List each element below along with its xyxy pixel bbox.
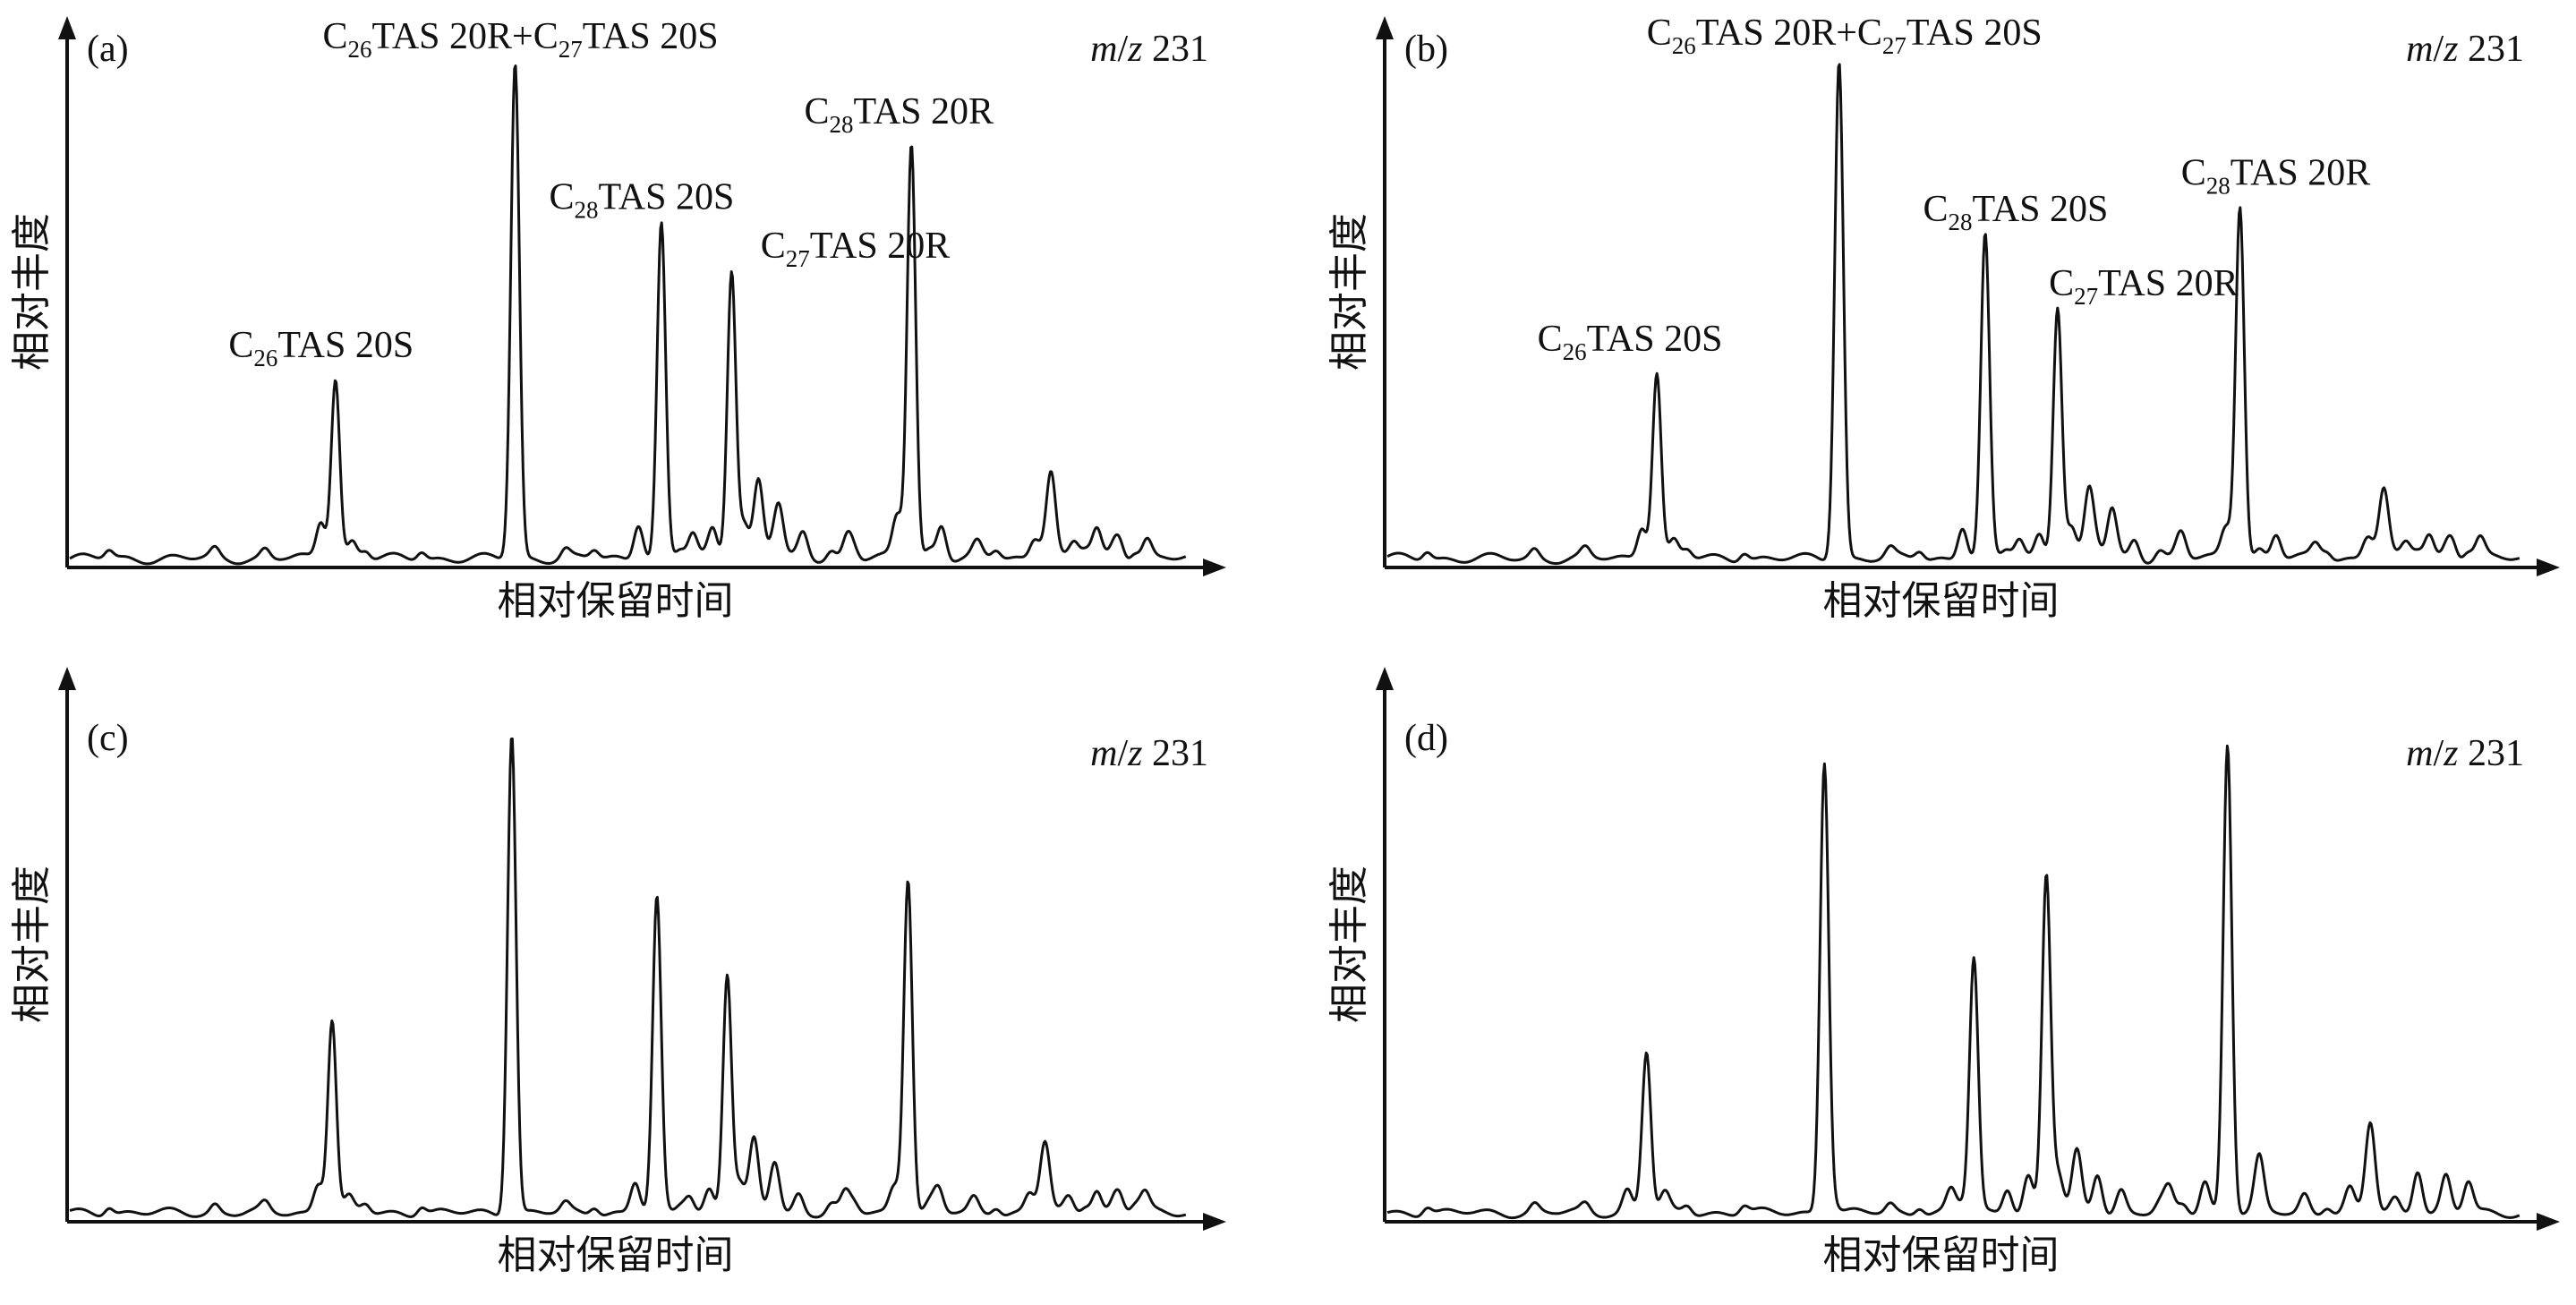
y-axis-title-b: 相对丰度 (1327, 213, 1371, 371)
peak-label: C26TAS 20S (1538, 319, 1723, 365)
x-axis-arrow-icon (2537, 1213, 2560, 1231)
y-axis-arrow-icon (1376, 667, 1394, 690)
peak-label: C27TAS 20R (761, 226, 951, 272)
peak-label: C28TAS 20S (1923, 189, 2108, 235)
peak-label: C27TAS 20R (2049, 263, 2239, 310)
panel-label-c: (c) (87, 718, 129, 759)
y-axis-title-c: 相对丰度 (10, 866, 54, 1023)
x-axis-arrow-icon (1203, 1213, 1226, 1231)
peak-label: C26TAS 20R+C27TAS 20S (1647, 13, 2043, 59)
y-axis-arrow-icon (1376, 16, 1394, 39)
ion-label-b: m/z 231 (2406, 29, 2524, 70)
peak-label: C26TAS 20R+C27TAS 20S (323, 16, 719, 63)
ion-label-c: m/z 231 (1090, 733, 1208, 774)
x-axis-title-a: 相对保留时间 (498, 579, 734, 623)
x-axis-title-d: 相对保留时间 (1823, 1233, 2060, 1277)
chromatogram-trace-d (1387, 746, 2520, 1217)
y-axis-title-d: 相对丰度 (1327, 866, 1371, 1023)
ion-label-d: m/z 231 (2406, 733, 2524, 774)
y-axis-title-a: 相对丰度 (10, 213, 54, 371)
x-axis-title-c: 相对保留时间 (498, 1233, 734, 1277)
x-axis-title-b: 相对保留时间 (1823, 579, 2060, 623)
peak-label: C26TAS 20S (228, 325, 414, 371)
x-axis-arrow-icon (1203, 559, 1226, 576)
panel-label-b: (b) (1404, 29, 1448, 70)
y-axis-arrow-icon (58, 16, 76, 39)
peak-label: C28TAS 20R (804, 91, 994, 138)
chromatogram-trace-b (1387, 64, 2520, 564)
ion-label-a: m/z 231 (1090, 29, 1208, 70)
panel-label-a: (a) (87, 29, 129, 70)
chromatogram-trace-a (70, 66, 1186, 564)
peak-label: C28TAS 20R (2181, 153, 2371, 200)
panel-label-d: (d) (1404, 718, 1448, 759)
chromatogram-trace-c (70, 738, 1186, 1217)
x-axis-arrow-icon (2537, 559, 2560, 576)
y-axis-arrow-icon (58, 667, 76, 690)
peak-label: C28TAS 20S (549, 176, 734, 223)
